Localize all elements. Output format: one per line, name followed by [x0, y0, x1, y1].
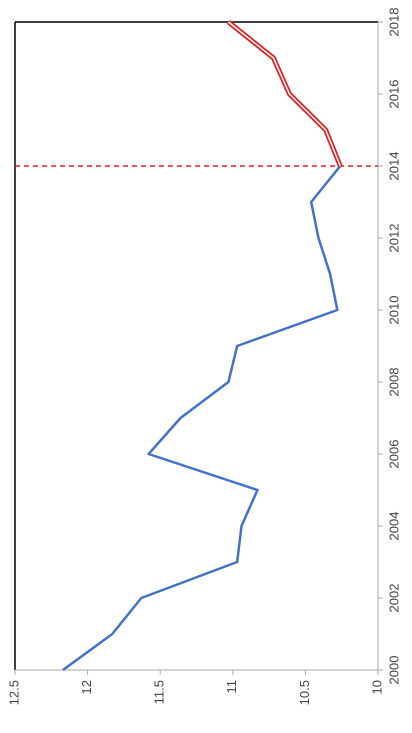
y-tick-label: 12.5	[6, 680, 21, 705]
x-tick-label: 2008	[386, 368, 401, 397]
x-tick-label: 2010	[386, 296, 401, 325]
x-tick-label: 2016	[386, 80, 401, 109]
y-tick-label: 12	[79, 680, 94, 694]
x-tick-label: 2006	[386, 440, 401, 469]
y-tick-label: 10	[369, 680, 384, 694]
x-tick-label: 2004	[386, 512, 401, 541]
x-tick-label: 2012	[386, 224, 401, 253]
x-tick-label: 2014	[386, 152, 401, 181]
y-tick-label: 11.5	[152, 680, 167, 704]
y-tick-label: 11	[224, 680, 239, 694]
x-tick-label: 2002	[386, 584, 401, 613]
series-line	[226, 20, 343, 167]
plot-area: 10 10.5 11 11.5 12 12.5 2000 2002 2004 2006 2008 20…	[6, 8, 401, 706]
y-tick-label: 10.5	[297, 680, 312, 705]
x-tick-label: 2018	[386, 8, 401, 37]
series-line-inner	[227, 21, 341, 167]
x-tick-label: 2000	[386, 656, 401, 685]
series-line	[62, 165, 342, 672]
